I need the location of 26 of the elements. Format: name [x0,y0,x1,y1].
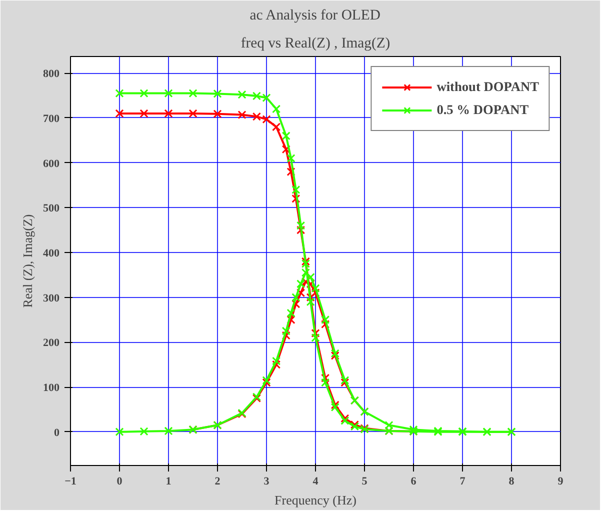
x-tick-label: −1 [64,476,76,488]
x-tick-label: 6 [410,476,417,488]
y-tick-label: 600 [43,158,60,170]
x-tick-label: 1 [166,476,172,488]
y-axis-title: Real (Z), Imag(Z) [20,214,35,308]
y-tick-label: 700 [43,112,60,125]
y-tick-label: 200 [43,337,60,350]
chart-subtitle: freq vs Real(Z) , Imag(Z) [240,36,390,52]
y-tick-label: 100 [43,382,60,394]
y-tick-label: 500 [43,202,60,215]
x-tick-label: 8 [508,476,515,488]
y-tick-label: 800 [43,68,60,80]
x-tick-label: 2 [214,476,221,488]
legend-label: without DOPANT [436,79,539,95]
x-tick-label: 3 [264,476,270,488]
x-tick-label: 5 [362,476,368,488]
y-tick-label: 300 [43,292,60,304]
legend-label: 0.5 % DOPANT [436,102,529,118]
x-tick-label: 4 [312,476,319,488]
x-tick-label: 0 [116,476,123,488]
x-tick-label: 9 [558,476,564,488]
y-tick-label: 400 [43,247,60,260]
y-tick-label: 0 [54,426,60,439]
x-tick-label: 7 [460,476,466,488]
chart-title: ac Analysis for OLED [250,8,380,24]
x-axis-title: Frequency (Hz) [274,492,356,508]
